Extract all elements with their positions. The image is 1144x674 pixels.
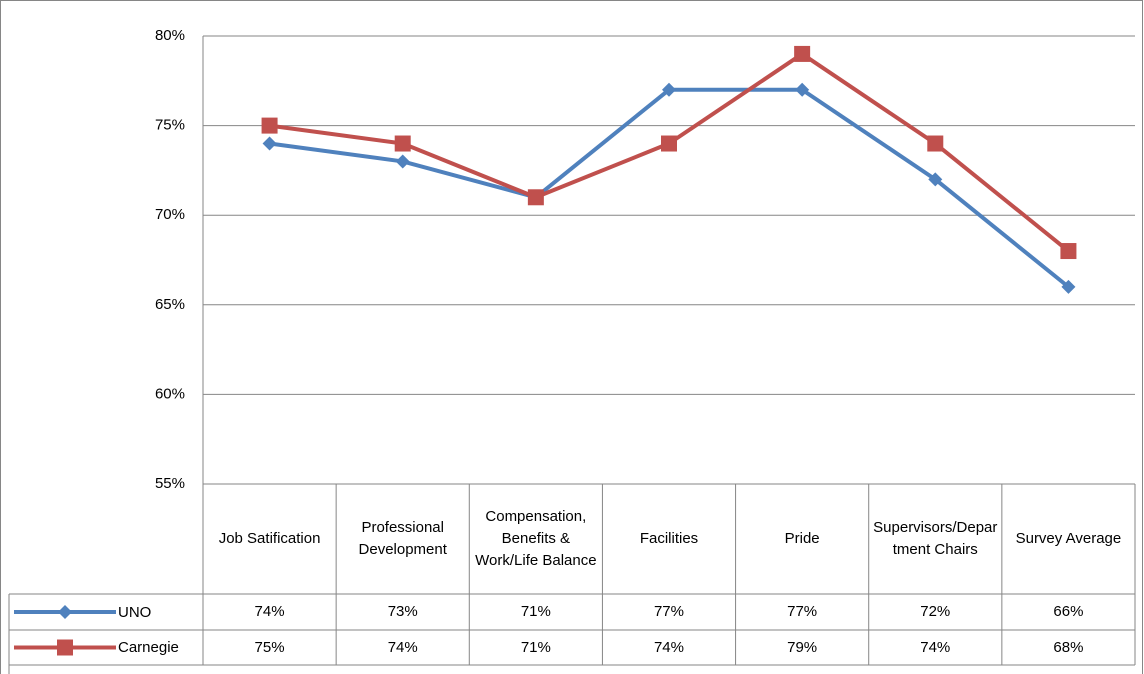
- table-value: 74%: [254, 603, 285, 620]
- y-tick-label: 80%: [155, 27, 185, 44]
- table-value: 66%: [1053, 603, 1084, 620]
- category-label: Job Satification: [218, 530, 321, 547]
- y-tick-label: 55%: [155, 475, 185, 492]
- table-value: 77%: [787, 603, 818, 620]
- marker: [57, 639, 73, 656]
- y-tick-label: 65%: [155, 296, 185, 313]
- marker: [794, 45, 811, 62]
- table-value: 72%: [920, 603, 951, 620]
- marker: [527, 189, 544, 206]
- y-tick-label: 70%: [155, 206, 185, 223]
- table-value: 74%: [920, 638, 951, 656]
- category-label: Professional Development: [358, 519, 447, 558]
- marker: [58, 605, 72, 619]
- category-label: Supervisors/Department Chairs: [873, 519, 998, 558]
- table-value: 74%: [387, 638, 418, 656]
- category-label: Survey Average: [1015, 530, 1122, 547]
- table-value: 79%: [787, 638, 818, 656]
- table-value: 74%: [653, 638, 684, 656]
- marker: [662, 82, 676, 97]
- y-tick-label: 75%: [155, 117, 185, 134]
- table-value: 71%: [520, 603, 551, 620]
- marker: [927, 135, 944, 152]
- marker: [1060, 243, 1077, 260]
- table-value: 77%: [653, 603, 684, 620]
- marker: [661, 135, 677, 152]
- category-label: Compensation, Benefits & Work/Life Balan…: [475, 508, 597, 569]
- legend-label: UNO: [118, 603, 152, 621]
- marker: [394, 135, 411, 152]
- y-tick-label: 60%: [155, 385, 185, 402]
- marker: [261, 117, 278, 134]
- table-value: 71%: [520, 638, 551, 656]
- category-label: Pride: [784, 530, 820, 547]
- series-line: [269, 87, 1070, 289]
- legend-label: Carnegie: [118, 639, 179, 656]
- marker: [262, 136, 277, 151]
- table-value: 75%: [254, 638, 285, 656]
- table-value: 68%: [1053, 638, 1084, 656]
- marker: [395, 154, 410, 169]
- marker: [928, 172, 943, 187]
- table-value: 73%: [387, 603, 418, 620]
- marker: [1061, 279, 1076, 294]
- marker: [795, 82, 810, 97]
- category-label: Facilities: [639, 530, 699, 547]
